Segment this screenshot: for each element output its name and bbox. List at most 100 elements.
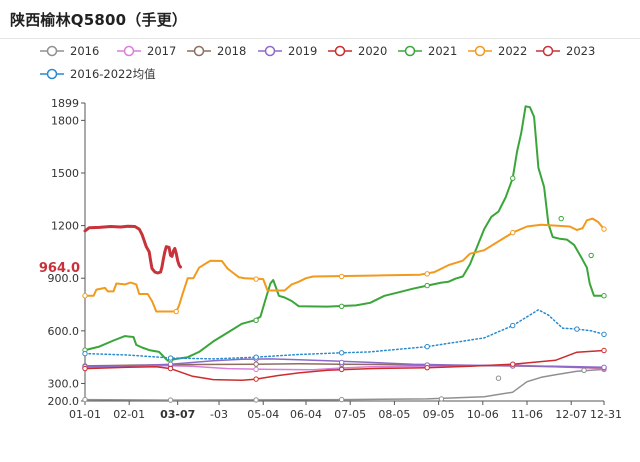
legend-item-2022[interactable]: 2022 (468, 44, 527, 58)
point-2020 (167, 365, 174, 372)
legend-item-2016[interactable]: 2016 (40, 44, 99, 58)
x-tick-label: 10-06 (467, 408, 499, 421)
point-2019 (338, 359, 345, 366)
current-value-label: 964.0 (39, 261, 80, 276)
series-line-2023 (83, 224, 182, 275)
point-2020 (253, 376, 259, 382)
point-2021 (558, 215, 564, 222)
legend-item-2021[interactable]: 2021 (398, 44, 457, 58)
point-2020 (338, 366, 345, 373)
y-tick-label: 300.0 (48, 377, 80, 390)
legend-label: 2016 (70, 44, 99, 58)
point-2016 (167, 397, 174, 403)
x-tick-label: 05-04 (247, 408, 279, 421)
point-2019 (167, 361, 174, 367)
legend-item-2023[interactable]: 2023 (536, 44, 595, 58)
point-2021 (338, 303, 345, 309)
legend-item-2018[interactable]: 2018 (187, 44, 246, 58)
y-tick-label: 1500 (51, 167, 79, 180)
point-2017 (253, 366, 259, 373)
chart-axes: 200.0 300.0 600.0 900.0 1200 1500 1800 1899 01-0… (48, 97, 622, 421)
point-2019 (601, 364, 607, 371)
legend-marker-icon (193, 45, 205, 57)
title-divider (0, 38, 640, 39)
point-2016-2022 (253, 354, 259, 360)
chart-legend: 2016 2017 2018 2019 2020 2021 2022 2023 2016-202… (40, 44, 595, 81)
point-2020 (510, 361, 516, 367)
y-tick-label: 600.0 (48, 325, 80, 338)
legend-label: 2022 (498, 44, 527, 58)
point-2021 (424, 282, 430, 289)
point-2020 (601, 347, 607, 354)
legend-label: 2021 (428, 44, 457, 58)
x-highlight-label: 03-07 (160, 408, 195, 421)
point-2022 (601, 226, 607, 232)
point-2020 (82, 365, 88, 372)
plot-area (82, 105, 607, 403)
legend-marker-icon (46, 45, 58, 57)
x-tick-label: 01-01 (69, 408, 101, 421)
legend-label: 2017 (147, 44, 176, 58)
legend-item-2016-2022[interactable]: 2016-2022均值 (40, 67, 156, 81)
chart-annotations: 964.0 (39, 261, 80, 276)
legend-label: 2016-2022均值 (70, 67, 156, 81)
point-2021 (510, 175, 516, 181)
legend-item-2020[interactable]: 2020 (328, 44, 387, 58)
legend-marker-icon (334, 45, 346, 57)
point-2016-2022 (510, 322, 516, 329)
y-tick-label: 1800 (51, 114, 79, 127)
legend-label: 2018 (217, 44, 246, 58)
point-2021 (253, 317, 259, 324)
legend-marker-icon (264, 45, 276, 57)
legend-marker-icon (46, 68, 58, 80)
x-tick-label: 12-07 (555, 408, 587, 421)
point-2020 (424, 364, 430, 371)
legend-label: 2020 (358, 44, 387, 58)
point-2016 (338, 396, 345, 403)
page-title: 陕西榆林Q5800（手更） (10, 11, 188, 29)
series-line-2019 (84, 358, 605, 369)
point-2016 (495, 375, 502, 381)
point-2016 (581, 367, 587, 374)
legend-marker-icon (542, 45, 554, 57)
legend-label: 2023 (566, 44, 595, 58)
legend-item-2019[interactable]: 2019 (258, 44, 317, 58)
point-2018 (253, 361, 259, 367)
legend-marker-icon (123, 45, 135, 57)
y-tick-label: 1200 (51, 220, 79, 233)
point-2021 (601, 293, 607, 299)
y-tick-label: 1899 (51, 97, 79, 110)
point-2016 (253, 397, 259, 403)
legend-item-2017[interactable]: 2017 (117, 44, 176, 58)
series-line-2016-2022 (84, 309, 605, 360)
x-tick-label: -03 (210, 408, 228, 421)
y-tick-label: 900.0 (48, 272, 80, 285)
point-2016-2022 (601, 331, 607, 338)
point-2022 (173, 308, 179, 315)
y-tick-label: 200.0 (48, 395, 80, 408)
x-tick-label: 08-05 (378, 408, 410, 421)
legend-label: 2019 (288, 44, 317, 58)
series-line-2021 (84, 105, 605, 362)
point-2016-2022 (574, 326, 580, 332)
point-2016-2022 (167, 355, 174, 361)
point-2022 (510, 229, 516, 236)
x-tick-label: 12-31 (590, 408, 622, 421)
point-2022 (82, 293, 88, 299)
point-2022 (424, 271, 430, 277)
point-2016 (82, 396, 88, 403)
point-2016 (438, 396, 445, 402)
series-line-2022 (84, 217, 605, 313)
point-2016-2022 (82, 350, 88, 357)
x-tick-label: 02-01 (113, 408, 145, 421)
x-tick-label: 09-05 (423, 408, 455, 421)
x-tick-label: 11-06 (511, 408, 543, 421)
series-line-2016 (84, 368, 605, 401)
x-tick-label: 07-05 (334, 408, 366, 421)
point-2016-2022 (424, 343, 430, 350)
point-2022 (253, 276, 259, 282)
point-2016-2022 (338, 350, 345, 356)
legend-marker-icon (474, 45, 486, 57)
point-2022 (338, 273, 345, 280)
